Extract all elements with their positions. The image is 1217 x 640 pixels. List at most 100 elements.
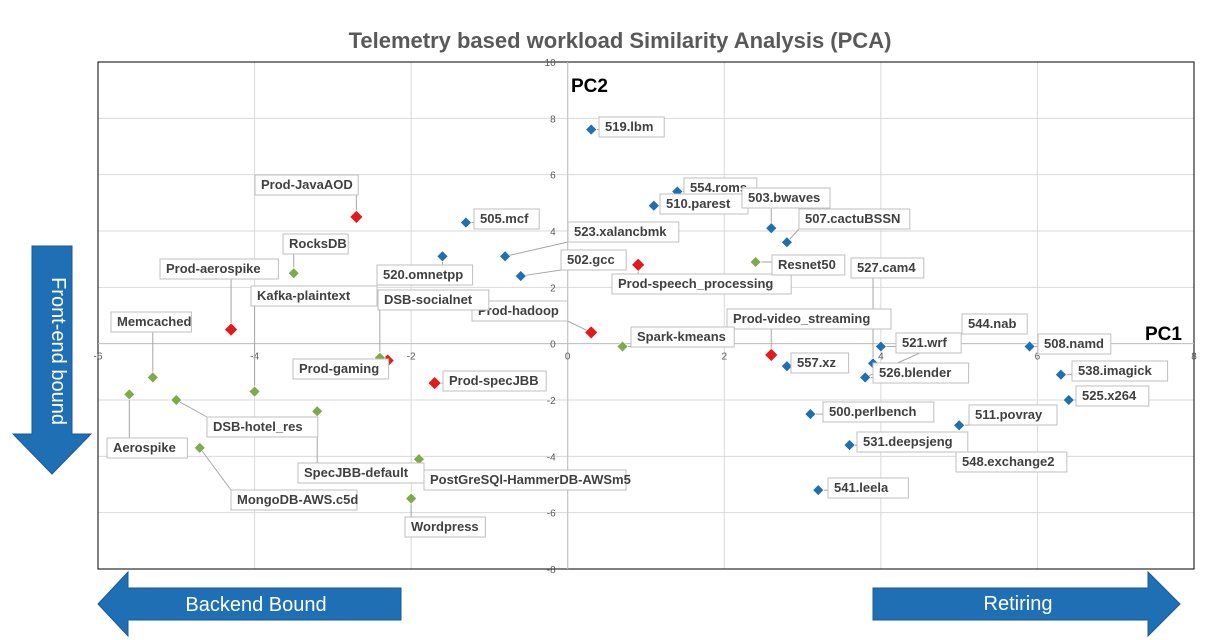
data-label-box	[1071, 360, 1169, 382]
data-label-box	[250, 285, 378, 307]
data-label: 510.parest	[666, 196, 731, 211]
data-label: 538.imagick	[1078, 363, 1152, 378]
data-point	[170, 394, 183, 406]
data-label-box	[598, 116, 665, 138]
data-point	[765, 222, 778, 235]
data-point	[123, 388, 136, 401]
data-label-box	[254, 174, 359, 196]
data-label-box	[110, 311, 192, 333]
retiring-arrow-label: Retiring	[984, 593, 1053, 615]
data-label: Prod-specJBB	[449, 373, 539, 388]
data-label-box	[206, 416, 319, 438]
data-label: 541.leela	[834, 480, 889, 495]
plot-border	[97, 61, 1195, 570]
data-point	[499, 250, 512, 263]
data-label-box	[423, 469, 627, 491]
backend-arrow-label: Backend Bound	[185, 594, 326, 616]
data-label: 520.omnetpp	[383, 267, 463, 282]
x-tick-label: 4	[878, 352, 884, 363]
data-label: RocksDB	[289, 236, 347, 251]
frontend-arrow-label: Front-end bound	[47, 277, 69, 425]
data-label-box	[872, 362, 970, 384]
data-label-box	[159, 258, 279, 280]
data-label: 531.deepsjeng	[863, 434, 953, 449]
data-point	[514, 270, 527, 282]
data-label-box	[850, 257, 925, 279]
x-axis-name: PC1	[1145, 324, 1182, 345]
data-label: 557.xz	[797, 355, 837, 370]
data-label-box	[955, 451, 1068, 473]
data-label-box	[827, 477, 909, 499]
data-label: 526.blender	[879, 365, 951, 380]
data-label-box	[106, 437, 188, 459]
data-point	[311, 405, 324, 418]
data-point	[749, 256, 762, 268]
data-label-box	[471, 300, 569, 322]
data-label: 523.xalancbmk	[574, 224, 667, 239]
x-tick-label: 8	[1191, 352, 1197, 363]
data-label: 548.exchange2	[962, 454, 1055, 469]
data-label: Prod-aerospike	[166, 261, 261, 276]
data-label: 521.wrf	[902, 335, 947, 350]
frontend-arrow	[11, 245, 93, 475]
data-label-box	[822, 401, 935, 423]
data-label: 519.lbm	[605, 119, 653, 134]
y-tick-label: 6	[550, 171, 556, 182]
data-point	[349, 209, 364, 224]
data-label-box	[1075, 385, 1150, 407]
data-label: DSB-socialnet	[384, 292, 473, 307]
data-label-box	[473, 208, 540, 230]
data-label: 503.bwaves	[748, 190, 820, 205]
data-label: 544.nab	[968, 316, 1016, 331]
leader-line	[176, 399, 208, 418]
data-label-box	[726, 308, 892, 330]
data-label-box	[630, 326, 735, 348]
data-label: Prod-hadoop	[478, 303, 559, 318]
data-point	[647, 199, 660, 212]
data-label: 511.povray	[975, 407, 1043, 422]
data-label-box	[567, 221, 680, 243]
y-tick-label: 4	[550, 227, 556, 238]
data-label: 554.roms	[690, 180, 747, 195]
data-label: DSB-hotel_res	[213, 419, 303, 434]
data-label: Resnet50	[778, 257, 836, 272]
y-tick-label: -8	[547, 565, 556, 576]
data-point	[436, 250, 449, 263]
data-point	[193, 441, 206, 454]
y-axis-name: PC2	[571, 76, 608, 97]
data-label-box	[404, 516, 486, 538]
data-label-box	[376, 264, 474, 286]
y-tick-label: -2	[547, 396, 556, 407]
data-label: 500.perlbench	[829, 404, 916, 419]
data-label-box	[377, 289, 490, 311]
data-label-box	[292, 358, 390, 380]
data-label-box	[611, 273, 792, 295]
data-point	[287, 267, 300, 280]
data-label-box	[230, 489, 358, 511]
data-point	[859, 371, 872, 384]
data-label: Memcached	[117, 314, 191, 329]
y-tick-label: 2	[550, 283, 556, 294]
data-point	[584, 325, 599, 340]
data-point	[1062, 394, 1075, 406]
leader-line	[504, 241, 569, 257]
y-tick-label: 8	[550, 114, 556, 125]
data-label: Prod-gaming	[299, 361, 379, 376]
x-tick-label: 0	[565, 352, 571, 363]
data-point	[804, 408, 817, 421]
backend-arrow	[97, 570, 402, 638]
data-label-box	[771, 254, 846, 276]
data-label: MongoDB-AWS.c5d	[237, 492, 358, 507]
data-label: 527.cam4	[857, 260, 916, 275]
data-label: 507.cactuBSSN	[805, 211, 900, 226]
data-point	[843, 439, 856, 451]
data-label-box	[798, 208, 911, 230]
y-tick-label: 10	[545, 58, 557, 69]
x-tick-label: -2	[407, 352, 416, 363]
data-point	[1023, 340, 1036, 353]
data-point	[460, 216, 472, 229]
data-point	[874, 340, 887, 353]
direction-arrows: Backend Bound Retiring Front-end bound	[11, 245, 1181, 638]
data-label: 525.x264	[1082, 388, 1137, 403]
